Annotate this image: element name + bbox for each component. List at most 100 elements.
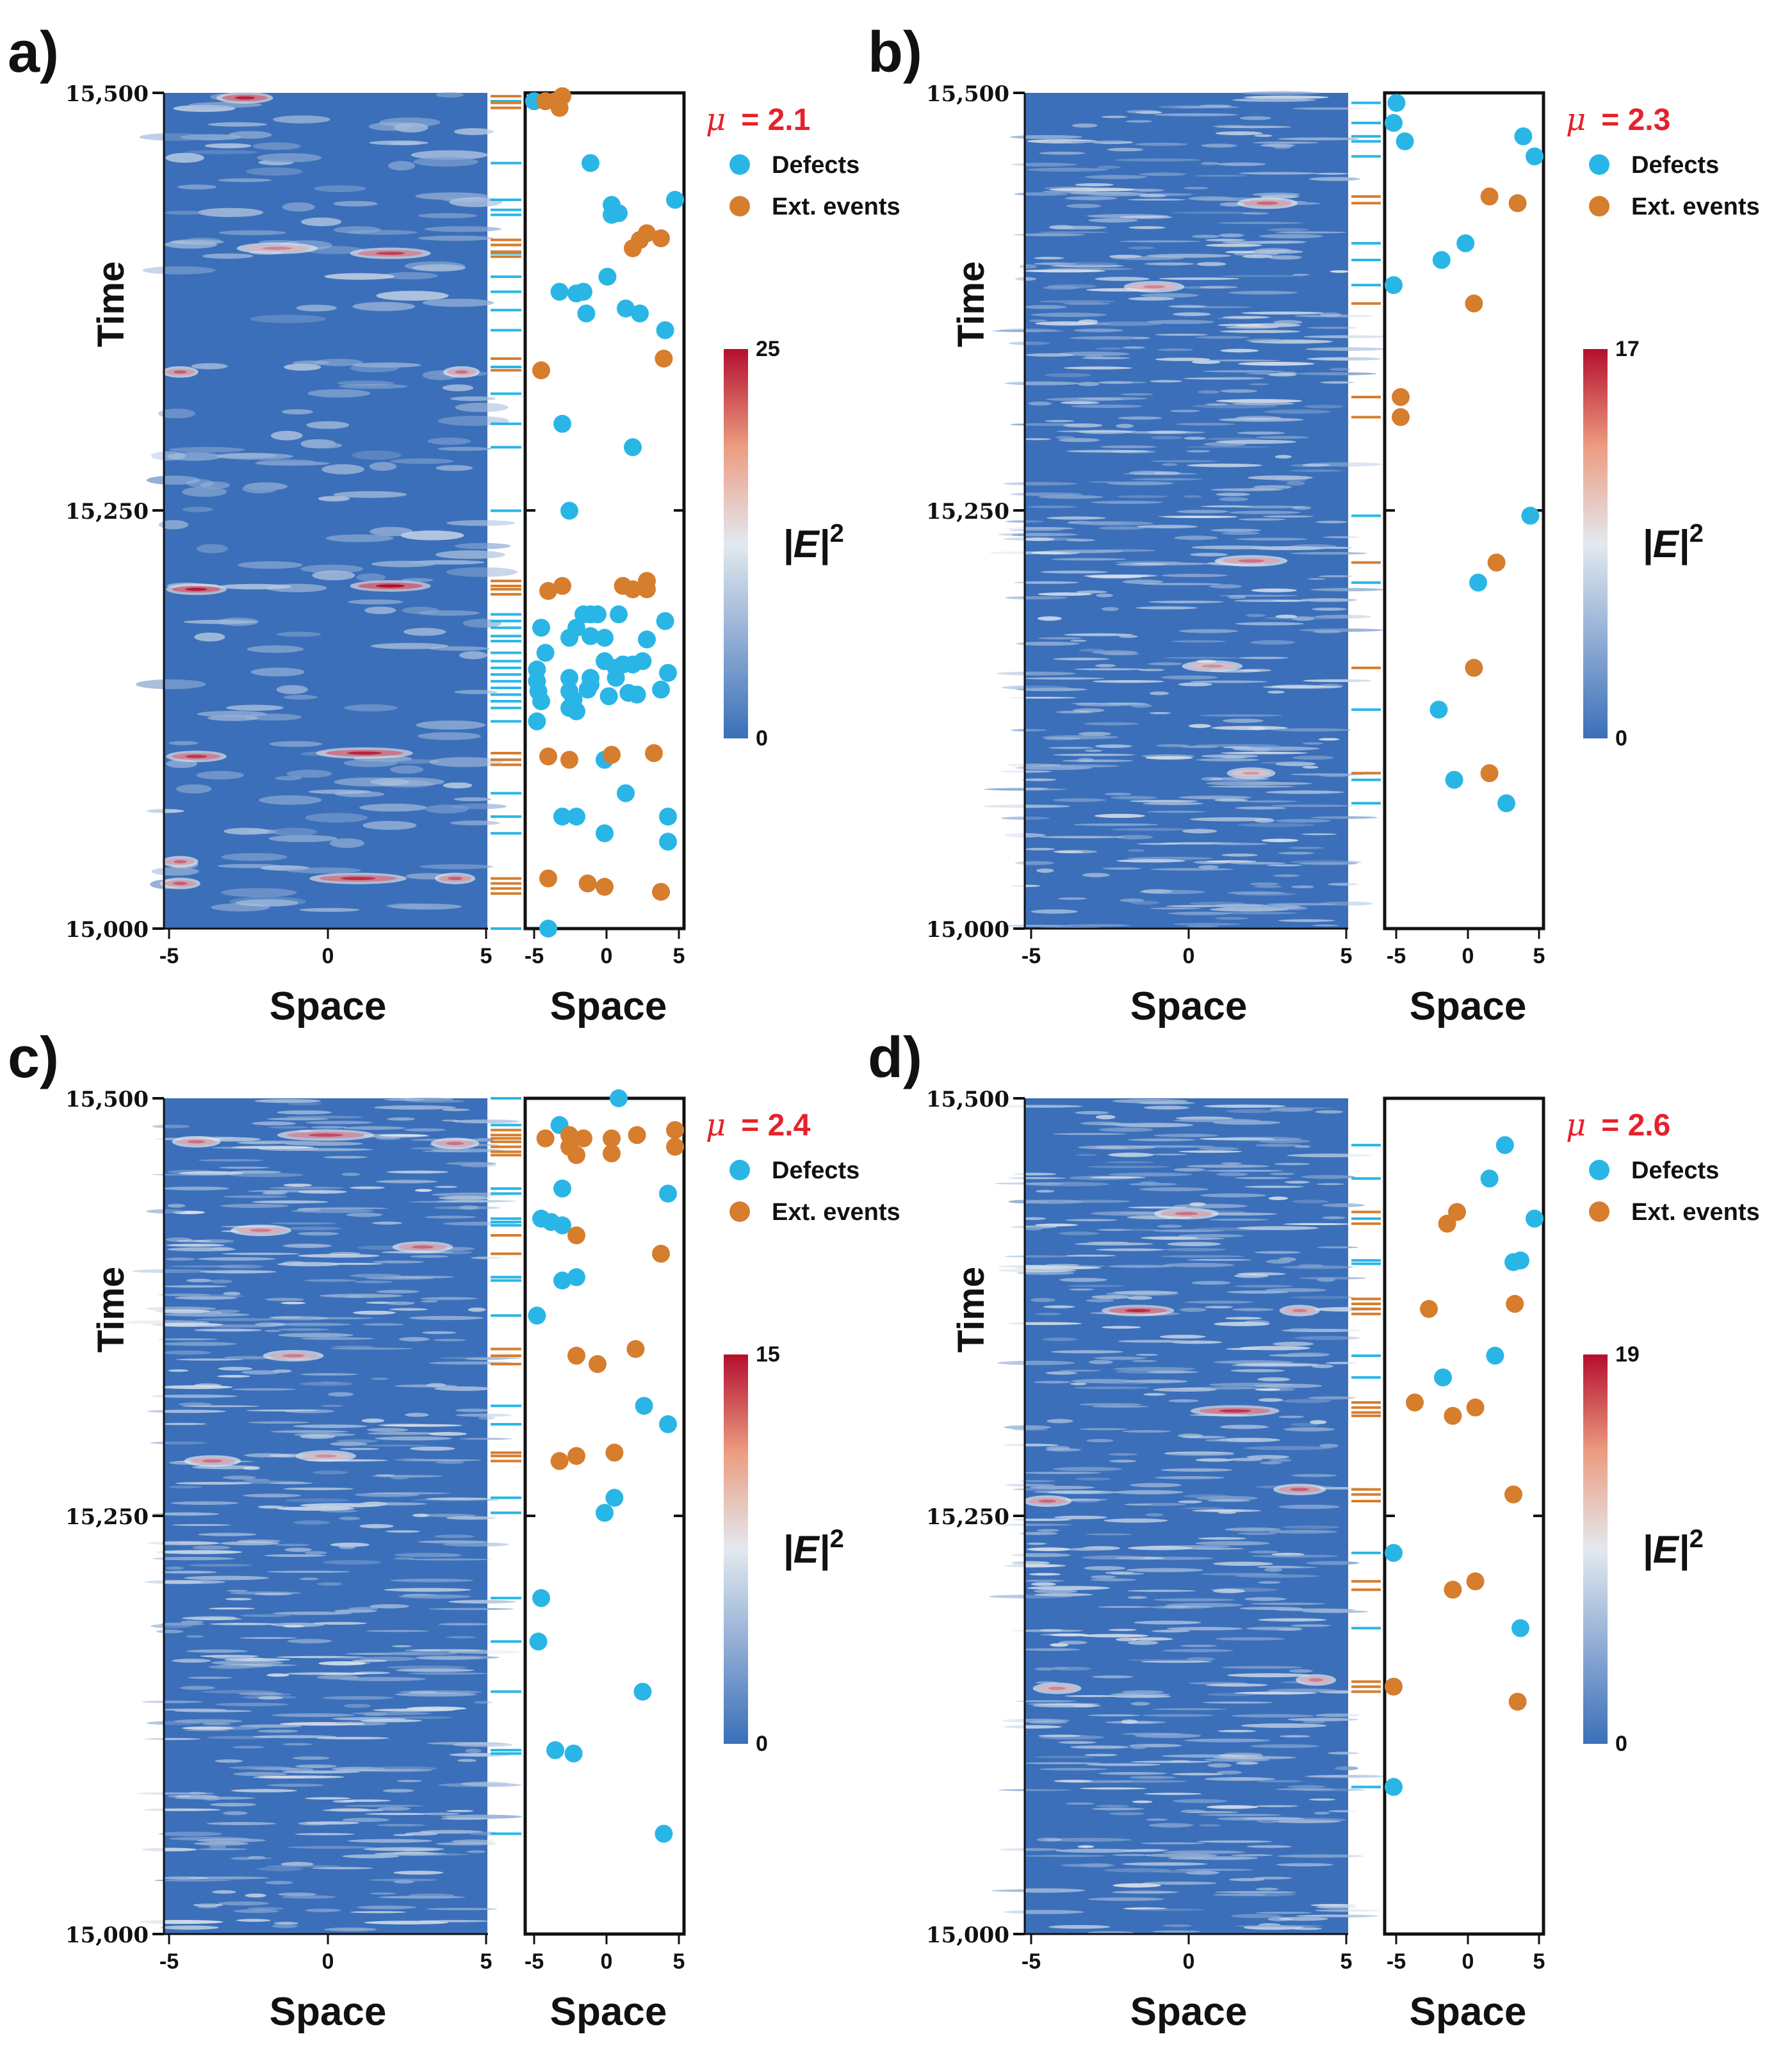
intensity-streak bbox=[343, 1703, 371, 1708]
intensity-streak bbox=[1318, 546, 1353, 549]
defect-point bbox=[567, 284, 585, 303]
intensity-streak bbox=[1139, 1187, 1209, 1192]
intensity-streak bbox=[478, 1416, 495, 1420]
intensity-streak bbox=[176, 1240, 212, 1242]
intensity-streak bbox=[1150, 907, 1201, 909]
intensity-streak bbox=[1178, 682, 1212, 687]
intensity-streak bbox=[1000, 1105, 1083, 1108]
intensity-core bbox=[1308, 1678, 1323, 1682]
intensity-streak bbox=[246, 1410, 318, 1411]
intensity-streak bbox=[301, 217, 342, 227]
intensity-streak bbox=[1075, 1110, 1109, 1115]
intensity-streak bbox=[1096, 1228, 1132, 1232]
intensity-streak bbox=[1307, 1396, 1356, 1400]
intensity-streak bbox=[1062, 760, 1134, 762]
intensity-streak bbox=[1055, 1848, 1140, 1853]
intensity-streak bbox=[1184, 1738, 1271, 1743]
intensity-streak bbox=[1011, 163, 1077, 167]
intensity-streak bbox=[1310, 816, 1378, 819]
y-tick: 15,000 bbox=[926, 917, 1025, 943]
intensity-streak bbox=[268, 1322, 352, 1326]
y-tick-label: 15,500 bbox=[926, 1087, 1009, 1112]
extreme-event-point bbox=[1466, 1398, 1485, 1417]
intensity-streak bbox=[420, 1297, 477, 1300]
intensity-streak bbox=[275, 776, 302, 781]
intensity-streak bbox=[1248, 1550, 1280, 1554]
intensity-streak bbox=[1143, 1105, 1190, 1110]
intensity-streak bbox=[1008, 1322, 1082, 1325]
intensity-streak bbox=[1275, 231, 1347, 234]
intensity-streak bbox=[1153, 471, 1180, 475]
intensity-streak bbox=[198, 1533, 257, 1536]
intensity-streak bbox=[1086, 1533, 1132, 1536]
intensity-streak bbox=[1267, 864, 1303, 866]
intensity-streak bbox=[1042, 735, 1119, 740]
intensity-streak bbox=[1127, 1596, 1147, 1599]
intensity-streak bbox=[1289, 1669, 1313, 1673]
mu-value: = 2.6 bbox=[1601, 1109, 1670, 1142]
intensity-streak bbox=[1127, 1138, 1196, 1142]
defect-point bbox=[1480, 1169, 1499, 1188]
intensity-streak bbox=[1312, 924, 1339, 927]
intensity-streak bbox=[396, 1780, 422, 1782]
intensity-streak bbox=[1088, 1360, 1113, 1365]
intensity-streak bbox=[1097, 1381, 1152, 1385]
intensity-streak bbox=[1052, 558, 1127, 561]
extreme-event-point bbox=[1465, 294, 1483, 313]
intensity-streak bbox=[425, 1908, 498, 1910]
intensity-streak bbox=[1037, 764, 1120, 768]
intensity-streak bbox=[386, 1170, 449, 1174]
intensity-streak bbox=[245, 1893, 266, 1898]
intensity-streak bbox=[1141, 293, 1199, 298]
intensity-streak bbox=[1321, 1203, 1365, 1207]
intensity-streak bbox=[1294, 314, 1374, 318]
intensity-streak bbox=[398, 1337, 430, 1342]
intensity-streak bbox=[1161, 1468, 1233, 1472]
intensity-streak bbox=[1079, 1427, 1128, 1431]
intensity-streak bbox=[1245, 614, 1266, 617]
intensity-streak bbox=[281, 409, 313, 414]
intensity-streak bbox=[410, 1446, 455, 1451]
intensity-streak bbox=[1255, 1388, 1281, 1391]
intensity-streak bbox=[1092, 1675, 1134, 1679]
intensity-streak bbox=[362, 820, 417, 830]
intensity-streak bbox=[1063, 140, 1130, 143]
intensity-streak bbox=[1121, 1732, 1183, 1736]
intensity-streak bbox=[1157, 1224, 1183, 1228]
intensity-streak bbox=[384, 1588, 471, 1592]
intensity-streak bbox=[197, 1257, 276, 1261]
intensity-streak bbox=[371, 1475, 443, 1478]
extreme-event-point bbox=[628, 1126, 646, 1144]
defect-point bbox=[1511, 1251, 1529, 1270]
time-axis-label: Time bbox=[950, 1267, 992, 1353]
intensity-streak bbox=[1310, 588, 1385, 592]
intensity-streak bbox=[291, 1208, 374, 1214]
intensity-core bbox=[1242, 771, 1260, 775]
intensity-streak bbox=[377, 1807, 411, 1811]
intensity-streak bbox=[1203, 1701, 1273, 1704]
extreme-event-point bbox=[567, 1346, 585, 1365]
heatmap-area bbox=[124, 1098, 523, 1934]
intensity-streak bbox=[1008, 529, 1064, 532]
intensity-streak bbox=[1179, 1307, 1207, 1312]
intensity-streak bbox=[1128, 246, 1155, 250]
intensity-streak bbox=[178, 1402, 213, 1406]
intensity-streak bbox=[191, 1617, 242, 1621]
extreme-event-point bbox=[574, 1129, 592, 1148]
intensity-streak bbox=[1159, 277, 1239, 280]
intensity-streak bbox=[1130, 478, 1203, 481]
intensity-streak bbox=[1140, 1236, 1199, 1240]
y-tick: 15,000 bbox=[65, 1923, 164, 1948]
intensity-streak bbox=[442, 1108, 470, 1111]
defect-point bbox=[1456, 234, 1475, 252]
x-tick-label: 5 bbox=[1533, 1949, 1545, 1974]
intensity-streak bbox=[298, 1821, 331, 1826]
y-tick-label: 15,250 bbox=[65, 1504, 149, 1530]
intensity-streak bbox=[1269, 1107, 1333, 1109]
intensity-streak bbox=[286, 1226, 342, 1230]
intensity-streak bbox=[1004, 381, 1080, 386]
panel-c: c) Time 15,500 15,250 15,000 -5 0 5 Spac… bbox=[8, 1026, 900, 2034]
intensity-streak bbox=[1004, 1425, 1052, 1429]
defect-point bbox=[1514, 127, 1533, 145]
defect-point bbox=[628, 685, 646, 704]
